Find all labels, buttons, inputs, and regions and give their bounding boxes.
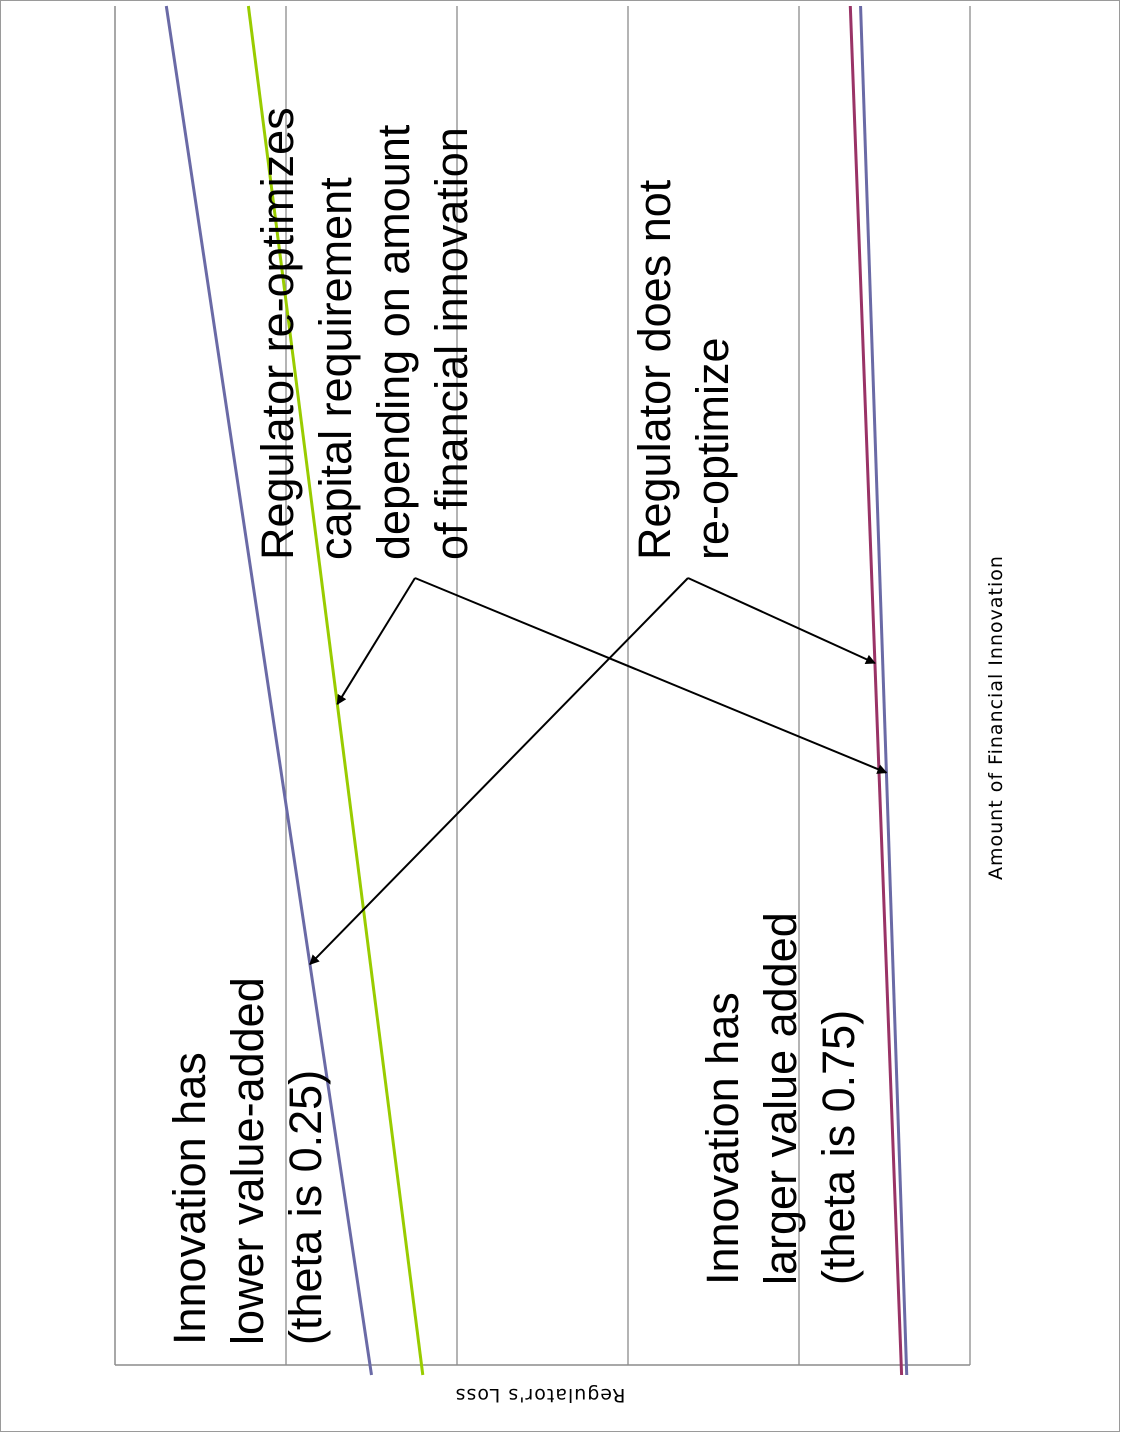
annotation-line: lower value-added: [222, 977, 273, 1345]
series-line-2: [246, 5, 425, 1376]
series-line-3: [848, 5, 904, 1376]
annotation-line: (theta is 0.25): [280, 1070, 331, 1345]
annotation-low: Innovation has lower value-added (theta is…: [164, 977, 331, 1345]
annotation-reopt: Regulator re-optimizes capital requiremen…: [252, 107, 477, 560]
annotation-line: Innovation has: [164, 1052, 215, 1345]
annotation-line: re-optimize: [687, 337, 738, 560]
arrows-layer: [309, 577, 888, 966]
annotation-line: of financial innovation: [426, 127, 477, 560]
annotation-line: (theta is 0.75): [813, 1010, 864, 1285]
series-line-1: [164, 5, 373, 1376]
series-line-4: [859, 5, 909, 1376]
annotation-line: depending on amount: [368, 124, 419, 560]
annotation-line: capital requirement: [310, 177, 361, 560]
x-axis-label: Amount of Financial Innovation: [985, 555, 1007, 880]
arrow-noreopt-to-red-line: [687, 577, 876, 665]
annotations-layer: Regulator re-optimizes capital requiremen…: [164, 107, 864, 1345]
arrow-reopt-to-blue-line: [414, 577, 888, 774]
annotation-noreopt: Regulator does not re-optimize: [629, 179, 738, 560]
arrow-reopt-to-green-line: [336, 577, 416, 706]
gridlines: [285, 6, 971, 1365]
annotation-line: Regulator re-optimizes: [252, 107, 303, 560]
arrow-noreopt-to-low-line: [309, 577, 689, 966]
axes: [114, 6, 970, 1366]
annotation-line: Regulator does not: [629, 179, 680, 560]
annotation-line: larger value added: [755, 912, 806, 1285]
y-axis-label: Regulator's Loss: [455, 1384, 626, 1406]
annotation-high: Innovation has larger value added (theta i…: [697, 912, 864, 1285]
series-layer: [164, 5, 909, 1376]
annotation-line: Innovation has: [697, 992, 748, 1285]
